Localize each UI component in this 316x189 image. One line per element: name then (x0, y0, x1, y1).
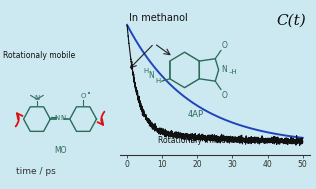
Text: O: O (222, 91, 227, 100)
Text: H: H (155, 78, 160, 84)
Text: N: N (34, 95, 40, 101)
Text: Rotationaly mobile: Rotationaly mobile (3, 51, 76, 60)
Text: N: N (61, 115, 66, 121)
Text: •: • (87, 91, 91, 97)
Text: N: N (54, 115, 59, 121)
Text: C(t): C(t) (277, 13, 307, 27)
Text: MO: MO (54, 146, 66, 155)
Text: O: O (222, 41, 227, 50)
Text: H: H (143, 67, 148, 74)
Text: In methanol: In methanol (129, 13, 187, 23)
Text: N: N (222, 65, 227, 74)
Text: O: O (81, 93, 86, 99)
Text: N: N (148, 71, 154, 80)
Text: time / ps: time / ps (16, 167, 56, 176)
Text: Rotationaly immobile: Rotationaly immobile (158, 136, 240, 145)
Text: 4AP: 4AP (188, 110, 204, 119)
Text: –H: –H (229, 69, 238, 75)
